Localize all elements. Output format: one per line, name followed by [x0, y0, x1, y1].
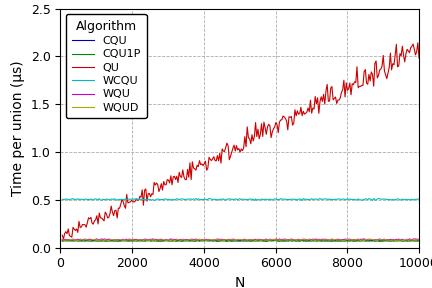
CQU: [278, 239, 283, 242]
CQU: [416, 239, 422, 242]
CQU1P: [385, 239, 391, 243]
CQU1P: [273, 239, 279, 242]
CQU1P: [60, 239, 65, 243]
WQUD: [416, 238, 422, 242]
QU: [416, 56, 422, 60]
WQUD: [274, 238, 280, 242]
QU: [362, 70, 367, 73]
CQU1P: [61, 239, 66, 243]
WQUD: [363, 238, 368, 242]
Line: CQU1P: CQU1P: [62, 240, 419, 241]
WCQU: [60, 198, 65, 201]
WQUD: [60, 238, 65, 242]
Line: QU: QU: [62, 43, 419, 239]
X-axis label: N: N: [235, 276, 245, 288]
QU: [279, 118, 284, 122]
WQUD: [280, 238, 286, 241]
WCQU: [416, 197, 422, 201]
WQUD: [168, 239, 173, 242]
WQU: [362, 237, 367, 240]
WQUD: [61, 238, 66, 242]
CQU1P: [279, 239, 284, 243]
WQU: [61, 238, 66, 241]
CQU1P: [271, 239, 276, 243]
QU: [384, 77, 389, 80]
WCQU: [278, 197, 283, 200]
Line: WCQU: WCQU: [62, 198, 419, 200]
WCQU: [299, 199, 305, 202]
QU: [415, 41, 420, 45]
QU: [62, 232, 67, 235]
WQU: [416, 238, 422, 241]
CQU: [272, 239, 277, 242]
Legend: CQU, CQU1P, QU, WCQU, WQU, WQUD: CQU, CQU1P, QU, WCQU, WQU, WQUD: [66, 14, 146, 118]
Line: WQUD: WQUD: [62, 239, 419, 241]
CQU1P: [416, 239, 422, 243]
WCQU: [272, 197, 277, 200]
WQU: [385, 238, 391, 241]
WQU: [363, 238, 368, 241]
QU: [272, 126, 277, 129]
WQUD: [385, 238, 391, 242]
CQU: [61, 239, 66, 242]
WCQU: [362, 198, 367, 202]
CQU1P: [272, 239, 277, 242]
WQU: [60, 238, 65, 241]
CQU: [372, 239, 378, 243]
CQU: [309, 238, 314, 242]
WCQU: [271, 198, 276, 201]
WQU: [245, 238, 250, 242]
Line: CQU: CQU: [62, 240, 419, 241]
CQU: [271, 238, 276, 242]
CQU1P: [363, 239, 368, 243]
CQU1P: [351, 240, 356, 243]
WQU: [272, 238, 277, 241]
QU: [273, 121, 279, 124]
CQU: [362, 238, 367, 242]
QU: [60, 234, 65, 237]
WCQU: [376, 197, 381, 200]
CQU: [385, 239, 391, 242]
QU: [61, 237, 66, 241]
WCQU: [61, 198, 66, 201]
Line: WQU: WQU: [62, 239, 419, 240]
Y-axis label: Time per union (μs): Time per union (μs): [11, 60, 25, 196]
WCQU: [385, 198, 391, 201]
WQU: [279, 238, 284, 241]
WQU: [273, 237, 279, 241]
WQUD: [273, 238, 279, 242]
WQUD: [197, 237, 202, 241]
CQU: [60, 239, 65, 242]
